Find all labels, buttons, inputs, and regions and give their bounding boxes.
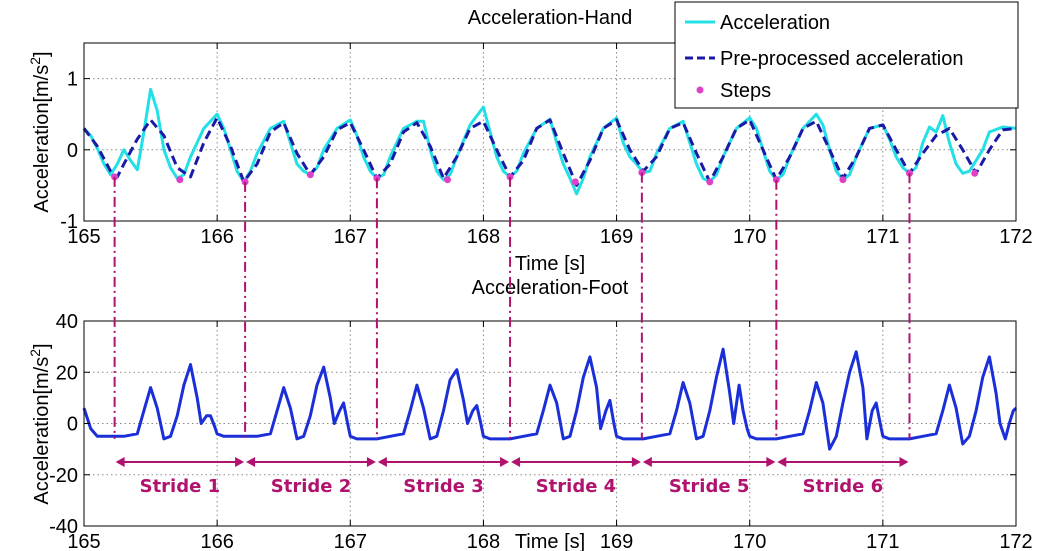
foot-x-tick-label: 168: [467, 531, 500, 551]
foot-x-tick-label: 165: [67, 531, 100, 551]
stride-arrowhead-left: [777, 456, 787, 467]
foot-x-axis-label: Time [s]: [515, 531, 585, 551]
hand-x-tick-label: 171: [866, 226, 899, 248]
foot-y-ticks: -40 -20 0 20 40: [49, 311, 1016, 538]
hand-x-tick-label: 168: [467, 226, 500, 248]
legend-preprocessed-label: Pre-processed acceleration: [720, 48, 963, 70]
stride-arrowhead-right: [500, 456, 510, 467]
foot-x-tick-label: 171: [866, 531, 899, 551]
stride-arrowhead-left: [642, 456, 652, 467]
hand-x-ticks: 165 166 167 168 169 170 171 172: [67, 43, 1033, 248]
foot-acceleration-panel: Acceleration-Foot 165 166 167 168 169 170 171 1…: [27, 277, 1033, 551]
foot-y-tick-label: 0: [67, 414, 78, 436]
stride-label-6: Stride 6: [803, 476, 884, 497]
hand-x-tick-label: 172: [999, 226, 1032, 248]
foot-y-tick-label: 40: [56, 311, 78, 333]
hand-x-axis-label: Time [s]: [515, 253, 585, 275]
hand-x-tick-label: 166: [200, 226, 233, 248]
hand-y-tick-label: 0: [67, 140, 78, 162]
stride-label-2: Stride 2: [271, 476, 352, 497]
hand-y-tick-label: 1: [67, 69, 78, 91]
foot-x-tick-label: 170: [733, 531, 766, 551]
stride-arrowhead-left: [115, 456, 125, 467]
stride-label-4: Stride 4: [536, 476, 617, 497]
stride-annotations: Stride 1 Stride 2 Stride 3 Stride 4 Stride 5…: [115, 456, 909, 497]
hand-x-tick-label: 169: [600, 226, 633, 248]
hand-series-pre-processed-acceleration: [82, 116, 1017, 187]
hand-step-point: [971, 169, 979, 177]
foot-y-tick-label: -40: [49, 516, 78, 538]
legend-box: [674, 1, 1019, 109]
foot-x-ticks: 165 166 167 168 169 170 171 172: [67, 321, 1033, 551]
stride-arrowhead-left: [246, 456, 256, 467]
foot-series-signal: [82, 347, 1018, 451]
stride-arrowhead-right: [631, 456, 641, 467]
stride-label-5: Stride 5: [669, 476, 750, 497]
hand-step-point: [571, 178, 579, 186]
stride-arrowhead-right: [235, 456, 245, 467]
foot-y-axis-label: Acceleration[m/s2]: [27, 343, 53, 504]
hand-step-point: [176, 176, 184, 184]
hand-y-tick-label: -1: [60, 211, 78, 233]
foot-x-tick-label: 169: [600, 531, 633, 551]
hand-x-tick-label: 165: [67, 226, 100, 248]
foot-x-tick-label: 172: [999, 531, 1032, 551]
hand-step-point: [706, 178, 714, 186]
stride-boundary-lines: [113, 172, 911, 439]
legend-steps-label: Steps: [720, 80, 771, 102]
hand-step-point: [839, 176, 847, 184]
hand-x-tick-label: 170: [733, 226, 766, 248]
stride-label-1: Stride 1: [140, 476, 221, 497]
hand-step-point: [443, 176, 451, 184]
foot-y-tick-label: -20: [49, 465, 78, 487]
foot-series-group: [82, 347, 1018, 451]
stride-arrowhead-right: [766, 456, 776, 467]
hand-legend: Acceleration Pre-processed acceleration …: [674, 1, 1019, 109]
hand-step-point: [306, 171, 314, 179]
hand-plot-frame: [83, 42, 1017, 222]
stride-arrowhead-right: [366, 456, 376, 467]
stride-arrowhead-right: [899, 456, 909, 467]
hand-y-ticks: -1 0 1: [60, 69, 1016, 233]
foot-y-tick-label: 20: [56, 362, 78, 384]
hand-acceleration-panel: Acceleration-Hand 165 166 167 168 169 170 171 1…: [27, 1, 1033, 275]
foot-chart-title: Acceleration-Foot: [472, 277, 629, 299]
hand-x-tick-label: 167: [334, 226, 367, 248]
hand-chart-title: Acceleration-Hand: [468, 7, 633, 29]
stride-arrowhead-left: [377, 456, 387, 467]
stride-arrowhead-left: [511, 456, 521, 467]
hand-y-axis-label: Acceleration[m/s2]: [27, 51, 53, 212]
stride-label-3: Stride 3: [403, 476, 484, 497]
foot-x-tick-label: 166: [200, 531, 233, 551]
foot-x-tick-label: 167: [334, 531, 367, 551]
legend-steps-swatch: [696, 86, 704, 94]
legend-acceleration-label: Acceleration: [720, 12, 830, 34]
